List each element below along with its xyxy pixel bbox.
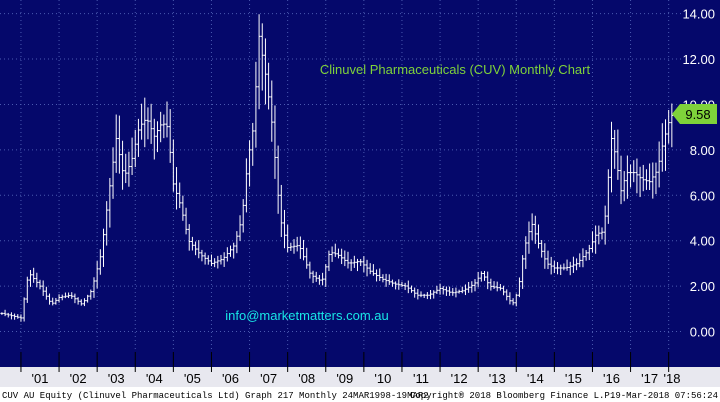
chart-title: Clinuvel Pharmaceuticals (CUV) Monthly C…: [320, 62, 591, 77]
x-tick-label: '17: [641, 371, 658, 386]
y-tick-label: 6.00: [690, 188, 715, 203]
x-tick-label: '04: [146, 371, 163, 386]
last-price-tag-shape: [672, 104, 717, 125]
x-axis-band: [0, 367, 720, 387]
last-price-label: 9.58: [685, 107, 710, 122]
ohlc-bars: [0, 14, 674, 322]
x-tick-label: '07: [260, 371, 277, 386]
y-tick-label: 4.00: [690, 234, 715, 249]
last-price-tag: 9.58: [672, 104, 717, 125]
x-tick-label: '13: [489, 371, 506, 386]
x-tick-label: '12: [451, 371, 468, 386]
plot-background: [0, 0, 720, 387]
x-axis: '01 '02 '03 '04 '05 '06 '07 '08 '09 '10 '11 '12 '13 '…: [20, 352, 681, 386]
x-tick-label: '06: [222, 371, 239, 386]
x-tick-label: '08: [298, 371, 315, 386]
x-tick-label: '16: [603, 371, 620, 386]
y-tick-label: 2.00: [690, 279, 715, 294]
x-tick-label: '10: [374, 371, 391, 386]
y-tick-label: 14.00: [682, 7, 715, 22]
x-tick-label: '14: [527, 371, 544, 386]
x-tick-label: '01: [32, 371, 49, 386]
footer-timestamp: 19-Mar-2018 07:56:24: [610, 391, 718, 401]
footer-copyright: Copyright® 2018 Bloomberg Finance L.P.: [410, 391, 615, 401]
x-tick-label: '05: [184, 371, 201, 386]
footer-band: [0, 387, 720, 402]
x-tick-label: '11: [413, 371, 429, 386]
x-tick-label: '09: [336, 371, 353, 386]
y-tick-label: 0.00: [690, 325, 715, 340]
x-tick-label: '18: [664, 371, 681, 386]
footer-security-info: CUV AU Equity (Clinuvel Pharmaceuticals …: [2, 391, 429, 401]
x-tick-label: '02: [70, 371, 87, 386]
y-tick-label: 8.00: [690, 143, 715, 158]
x-tick-label: '15: [565, 371, 582, 386]
watermark-email: info@marketmatters.com.au: [225, 308, 388, 323]
y-tick-label: 12.00: [682, 52, 715, 67]
x-tick-label: '03: [108, 371, 125, 386]
